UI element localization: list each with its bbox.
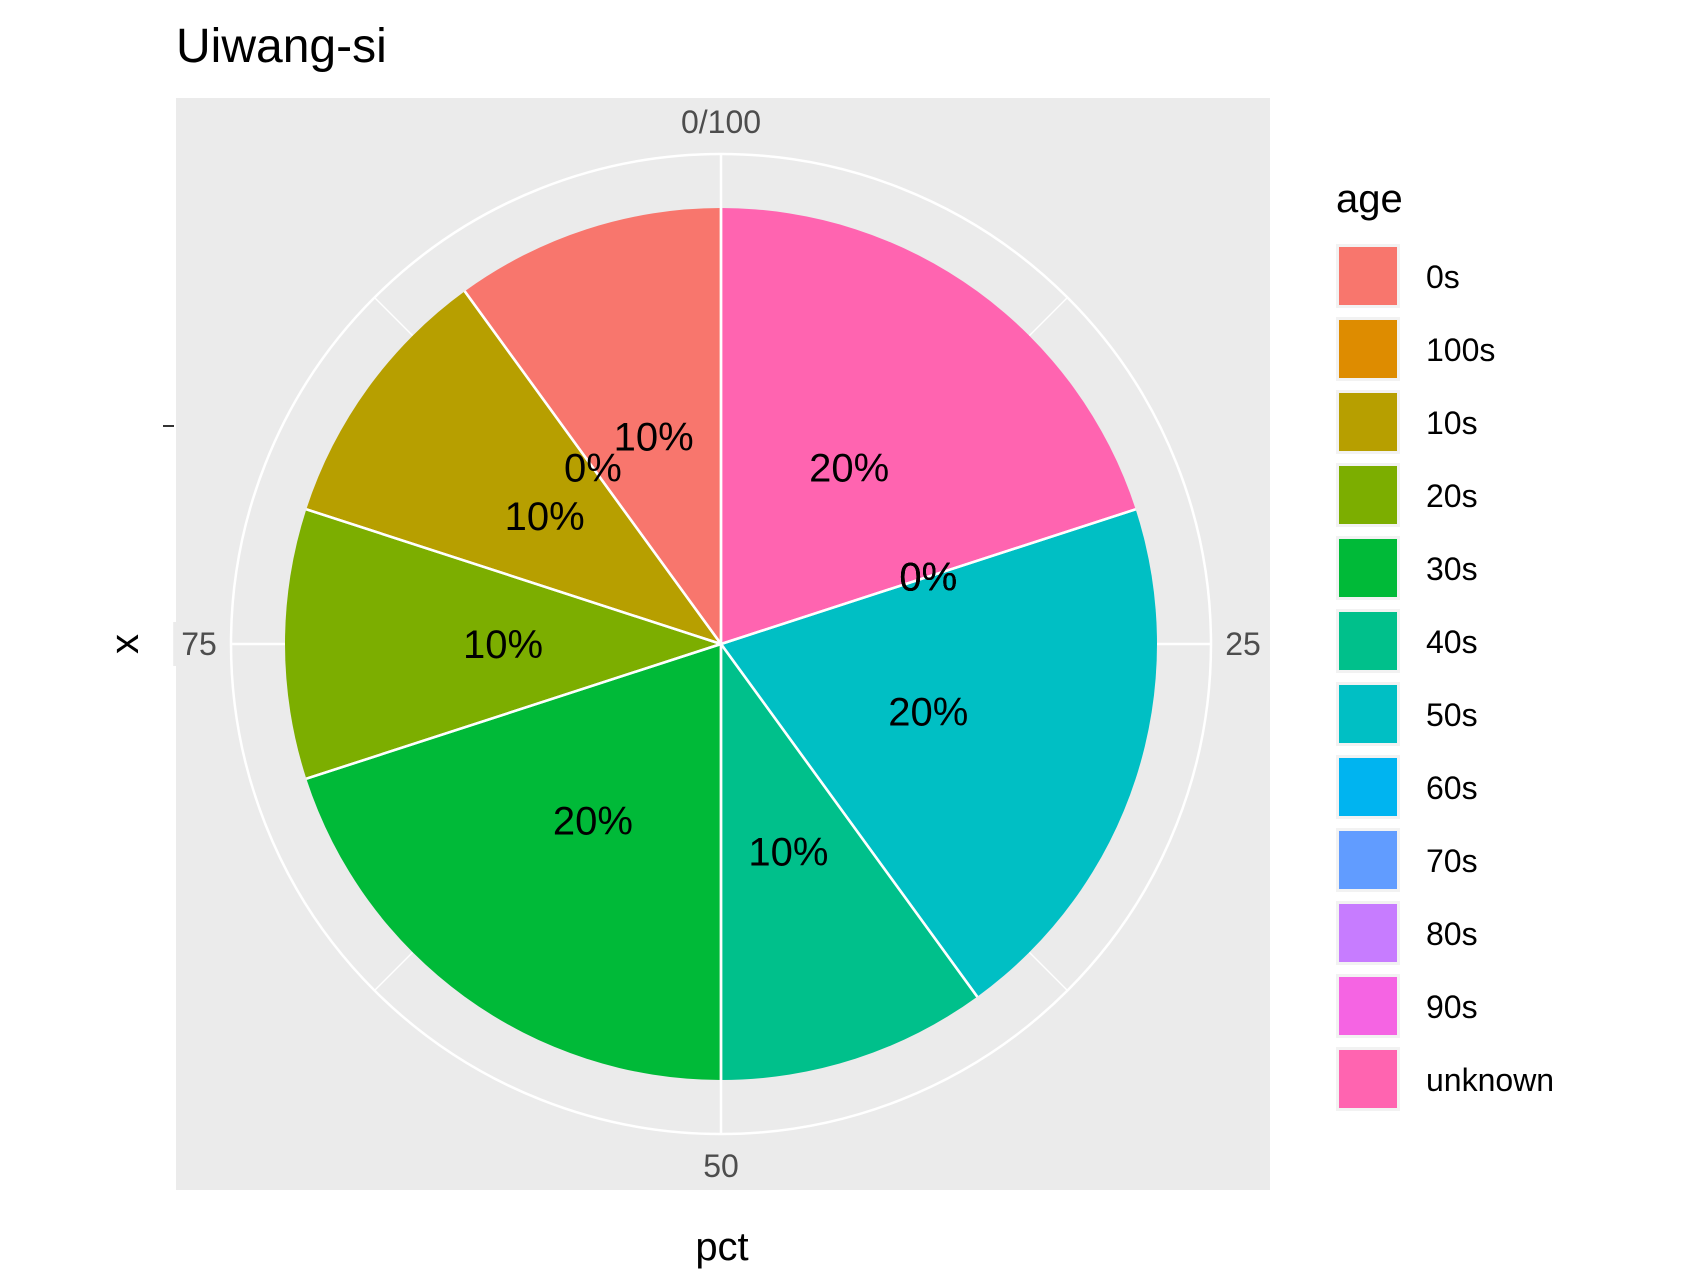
- legend-label-80s: 80s: [1426, 916, 1478, 952]
- theta-tick-label: 0/100: [681, 104, 761, 140]
- legend-label-30s: 30s: [1426, 551, 1478, 587]
- legend-items: 0s 100s 10s 20s 30s 40s 50s 60s 70s 80s 90s unknown: [1336, 244, 1554, 1111]
- x-axis-title: pct: [695, 1225, 748, 1269]
- slice-border: [463, 290, 723, 645]
- legend-swatch-60s: [1339, 758, 1397, 816]
- legend-label-70s: 70s: [1426, 843, 1478, 879]
- pie-slice-unknown: [721, 208, 1136, 644]
- y-axis-title: x: [103, 634, 147, 654]
- legend-label-100s: 100s: [1426, 332, 1495, 368]
- slice-label-unknown: 20%: [809, 447, 889, 491]
- pie-slice-50s: [721, 509, 1157, 997]
- slice-label-20s: 10%: [463, 623, 543, 667]
- legend-swatch-0s: [1339, 247, 1397, 305]
- theta-tick-backdrop: [1217, 622, 1269, 666]
- slice-label-60s: 0%: [899, 556, 957, 600]
- slice-border: [305, 508, 722, 646]
- legend-swatch-100s: [1339, 320, 1397, 378]
- legend-label-90s: 90s: [1426, 989, 1478, 1025]
- legend: age 0s 100s 10s 20s 30s 40s 50s 60s 70s 80s 90s unk…: [1336, 177, 1554, 1111]
- slice-label-70s: 0%: [899, 556, 957, 600]
- pie-slices: [285, 208, 1157, 1080]
- legend-swatch-unknown: [1339, 1050, 1397, 1108]
- legend-label-20s: 20s: [1426, 478, 1478, 514]
- legend-swatch-50s: [1339, 685, 1397, 743]
- theta-tick-backdrop: [672, 100, 770, 144]
- legend-swatch-90s: [1339, 977, 1397, 1035]
- slice-label-50s: 20%: [888, 690, 968, 734]
- pie-slice-0s: [464, 208, 721, 644]
- legend-swatch-20s: [1339, 466, 1397, 524]
- theta-tick-label: 25: [1225, 626, 1261, 662]
- legend-title: age: [1336, 177, 1403, 221]
- legend-label-50s: 50s: [1426, 697, 1478, 733]
- chart-title: Uiwang-si: [176, 20, 387, 73]
- legend-swatch-30s: [1339, 539, 1397, 597]
- legend-label-60s: 60s: [1426, 770, 1478, 806]
- pie-slice-20s: [285, 509, 721, 779]
- legend-label-0s: 0s: [1426, 259, 1460, 295]
- theta-tick-label: 75: [181, 626, 217, 662]
- legend-swatch-80s: [1339, 904, 1397, 962]
- slice-label-10s: 10%: [505, 495, 585, 539]
- theta-tick-label: 50: [703, 1148, 739, 1184]
- legend-swatch-10s: [1339, 393, 1397, 451]
- legend-swatch-70s: [1339, 831, 1397, 889]
- slice-border: [720, 508, 1137, 646]
- slice-label-100s: 0%: [564, 447, 622, 491]
- legend-label-40s: 40s: [1426, 624, 1478, 660]
- legend-label-unknown: unknown: [1426, 1062, 1554, 1098]
- legend-swatch-40s: [1339, 612, 1397, 670]
- slice-label-0s: 10%: [614, 416, 694, 460]
- slice-labels: 20%0%0%0%0%20%10%20%10%10%0%10%: [463, 416, 968, 875]
- slice-separators: [305, 208, 1137, 1080]
- pie-slice-40s: [721, 644, 978, 1080]
- slice-label-80s: 0%: [899, 556, 957, 600]
- theta-tick-backdrop: [695, 1144, 747, 1188]
- slice-label-30s: 20%: [553, 799, 633, 843]
- theta-tick-backdrop: [173, 622, 225, 666]
- slice-border: [719, 643, 979, 998]
- pie-slice-10s: [306, 291, 721, 644]
- legend-label-10s: 10s: [1426, 405, 1478, 441]
- pie-slice-30s: [306, 644, 721, 1080]
- slice-border: [305, 642, 722, 780]
- slice-label-40s: 10%: [748, 830, 828, 874]
- theta-ticks: 0/100 25 50 75: [173, 100, 1269, 1188]
- slice-label-90s: 0%: [899, 556, 957, 600]
